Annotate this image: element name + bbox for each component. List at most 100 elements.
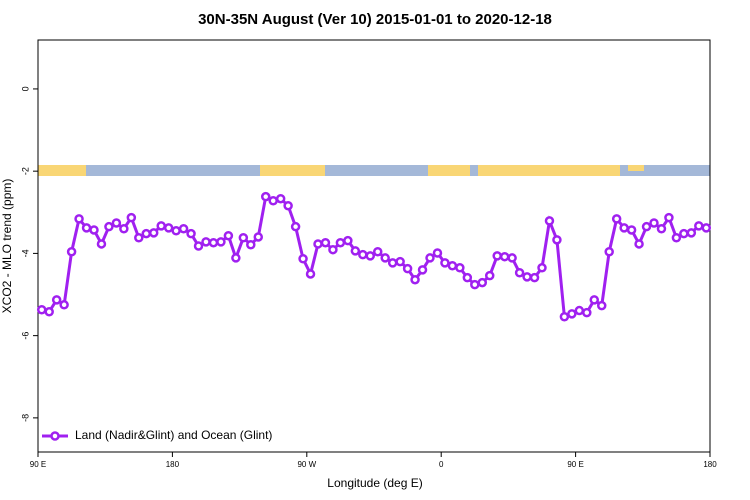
- data-point: [664, 212, 674, 223]
- data-point: [537, 263, 547, 273]
- data-point: [626, 225, 637, 235]
- data-point: [193, 241, 204, 251]
- data-point: [44, 307, 54, 317]
- data-point: [402, 263, 413, 274]
- land-strip: [428, 165, 470, 176]
- data-point: [171, 226, 181, 236]
- x-tick-label: 90 E: [30, 460, 46, 469]
- data-point: [156, 221, 166, 231]
- data-point: [499, 251, 510, 262]
- data-point: [305, 269, 316, 279]
- data-point: [596, 300, 607, 311]
- data-point: [514, 267, 525, 278]
- x-tick-label: 180: [703, 460, 717, 469]
- x-tick-label: 180: [166, 460, 180, 469]
- y-tick-label: -4: [20, 249, 30, 257]
- plot-frame: [37, 39, 711, 453]
- y-tick-label: -8: [20, 414, 30, 422]
- data-point: [567, 309, 577, 319]
- data-point: [671, 233, 682, 243]
- data-point: [96, 239, 107, 249]
- data-point: [492, 251, 502, 261]
- land-strip: [478, 165, 620, 176]
- data-point: [544, 216, 555, 226]
- data-point: [51, 295, 62, 305]
- data-point: [656, 223, 667, 234]
- data-point: [148, 228, 159, 238]
- data-point: [186, 228, 196, 239]
- data-point: [410, 274, 420, 285]
- data-point: [178, 223, 189, 234]
- data-point: [163, 223, 174, 233]
- data-point: [328, 244, 338, 255]
- x-tick-label: 0: [439, 460, 444, 469]
- data-point: [634, 239, 644, 249]
- data-point: [365, 251, 376, 261]
- data-point: [268, 196, 278, 206]
- data-point: [134, 233, 144, 243]
- data-point: [649, 218, 659, 228]
- data-point: [679, 228, 689, 239]
- land-strip: [38, 165, 86, 176]
- x-tick-label: 90 W: [297, 460, 316, 469]
- data-point: [477, 277, 488, 288]
- data-point: [559, 311, 570, 322]
- data-point: [694, 221, 704, 231]
- data-point: [462, 272, 473, 283]
- data-point: [275, 193, 286, 204]
- y-tick-label: -2: [20, 167, 30, 175]
- data-point: [298, 253, 308, 264]
- data-point: [36, 304, 47, 315]
- data-point: [119, 223, 129, 234]
- data-point: [59, 300, 69, 310]
- data-point: [432, 248, 443, 258]
- data-point: [611, 214, 622, 224]
- data-point: [619, 223, 629, 233]
- data-point: [701, 223, 712, 233]
- data-point: [320, 237, 331, 248]
- data-point: [589, 295, 600, 305]
- data-point: [582, 307, 592, 318]
- data-point: [447, 260, 458, 271]
- x-axis-label: Longitude (deg E): [327, 476, 422, 490]
- land-strip: [628, 165, 644, 171]
- data-point: [104, 221, 114, 232]
- data-point: [395, 256, 405, 267]
- data-point: [343, 235, 353, 246]
- land-strip: [260, 165, 325, 176]
- data-point: [290, 221, 301, 232]
- data-point: [201, 237, 211, 247]
- data-point: [641, 221, 652, 232]
- data-point: [507, 253, 517, 263]
- data-point: [81, 223, 92, 233]
- data-point: [484, 270, 495, 281]
- data-point: [89, 225, 99, 235]
- data-point: [552, 235, 562, 245]
- data-point: [470, 279, 480, 290]
- data-point: [66, 247, 77, 257]
- data-point: [350, 246, 361, 256]
- data-point: [455, 263, 465, 273]
- data-point: [283, 200, 293, 211]
- legend-marker: [50, 431, 60, 441]
- data-point: [425, 253, 435, 263]
- legend-label: Land (Nadir&Glint) and Ocean (Glint): [75, 428, 272, 442]
- y-tick-label: 0: [20, 86, 30, 91]
- data-point: [387, 258, 398, 268]
- chart-title: 30N-35N August (Ver 10) 2015-01-01 to 20…: [198, 11, 552, 28]
- data-point: [208, 237, 219, 248]
- data-point: [335, 237, 346, 248]
- data-point: [574, 305, 585, 316]
- data-point: [372, 247, 383, 257]
- data-point: [380, 253, 390, 263]
- data-point: [223, 230, 234, 241]
- data-point: [440, 258, 450, 268]
- land-ocean-band: [38, 165, 710, 176]
- data-point: [246, 240, 256, 250]
- y-axis-label: XCO2 - MLO trend (ppm): [0, 179, 14, 314]
- data-point: [604, 247, 614, 257]
- ocean-strip: [38, 165, 710, 176]
- data-point: [141, 228, 152, 239]
- data-point: [74, 214, 84, 224]
- data-point: [260, 191, 271, 202]
